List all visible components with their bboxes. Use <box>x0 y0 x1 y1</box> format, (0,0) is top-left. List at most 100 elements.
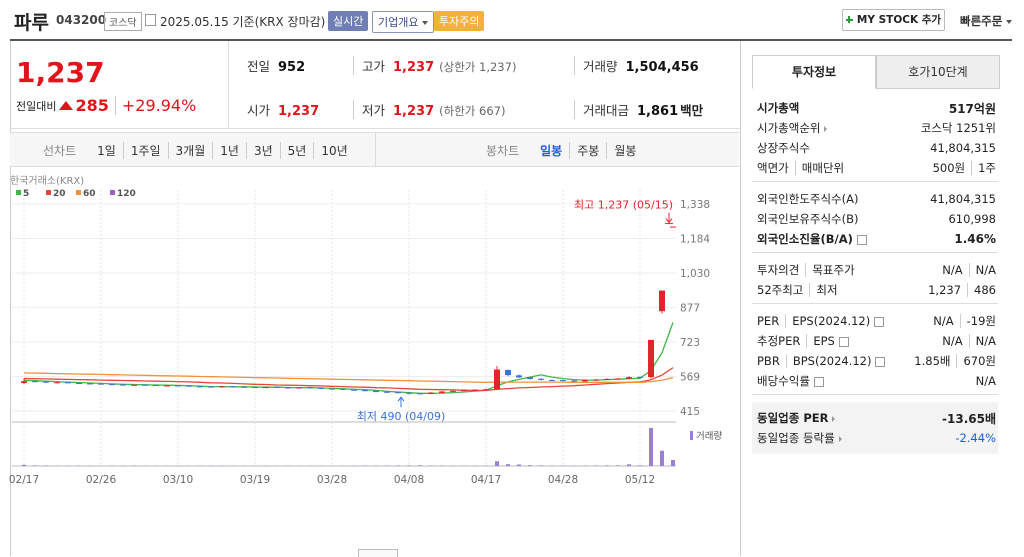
info-label: 외국인소진율(B/A) <box>757 232 853 246</box>
y-tick-label: 569 <box>680 371 700 383</box>
candle-body <box>219 386 225 387</box>
info-label: 목표주가 <box>805 263 854 277</box>
summary-value: 1,237 <box>278 104 319 119</box>
candle-body <box>582 380 588 381</box>
volume-bar <box>627 464 631 466</box>
info-row: 외국인보유주식수(B)610,998 <box>757 209 996 229</box>
candle-body <box>439 392 445 393</box>
info-label: 외국인보유주식수(B) <box>757 212 859 226</box>
volume-bar <box>616 465 620 466</box>
info-label: 액면가 <box>757 161 789 175</box>
info-label-group: 외국인한도주식수(A) <box>757 191 858 207</box>
y-tick-label: 1,030 <box>680 268 710 280</box>
summary-value: 1,237 <box>393 60 434 75</box>
x-tick-label: 04/08 <box>394 474 424 486</box>
y-tick-label: 723 <box>680 337 700 349</box>
candle-body <box>120 385 126 386</box>
info-label: 투자의견 <box>757 263 799 277</box>
candle-body <box>351 390 357 391</box>
volume-legend-swatch <box>690 431 693 440</box>
help-icon[interactable] <box>814 377 824 387</box>
info-value-group: 1.46% <box>954 232 996 246</box>
volume-bar <box>22 465 26 466</box>
info-value-group: 코스닥 1251위 <box>921 120 996 136</box>
candle-body <box>604 379 610 380</box>
info-value: -13.65배 <box>942 412 996 426</box>
volume-bar <box>418 465 422 466</box>
summary-unit: 백만 <box>680 100 703 119</box>
candle-body <box>373 391 379 392</box>
help-icon[interactable] <box>875 357 885 367</box>
candle-body <box>65 382 71 383</box>
candle-body <box>483 389 489 390</box>
info-row: 외국인소진율(B/A) 1.46% <box>757 229 996 249</box>
info-value-group: 41,804,315 <box>930 141 996 155</box>
info-label: 외국인한도주식수(A) <box>757 192 858 206</box>
y-tick-label: 415 <box>680 406 700 418</box>
candle-body <box>648 340 654 377</box>
candle-body <box>32 381 38 382</box>
legend-swatch <box>46 190 51 195</box>
volume-bar <box>517 464 521 466</box>
candle-body <box>296 387 302 388</box>
quick-order[interactable]: 빠른주문 <box>960 13 1012 29</box>
info-label: 52주최고 <box>757 283 803 297</box>
help-icon[interactable] <box>874 317 884 327</box>
low-annotation: 최저 490 (04/09) <box>357 410 446 423</box>
info-label-group: 동일업종 PER <box>757 410 835 426</box>
volume-bar <box>528 465 532 466</box>
candle-body <box>659 291 665 312</box>
info-value: 517억원 <box>949 102 996 116</box>
info-tab[interactable]: 투자정보 <box>752 55 876 89</box>
legend-swatch <box>76 190 81 195</box>
candle-body <box>637 377 643 378</box>
legend-label: 5 <box>23 189 29 199</box>
volume-bar <box>33 465 37 466</box>
info-value: N/A <box>976 374 996 388</box>
volume-bar <box>539 465 543 466</box>
chart: 한국거래소(KRX)4155697238771,0301,1841,33802/… <box>0 0 740 556</box>
summary-value: 1,861 <box>637 104 678 119</box>
info-value: N/A <box>942 263 962 277</box>
candle-body <box>197 386 203 387</box>
info-divider <box>752 252 998 253</box>
info-divider <box>752 181 998 182</box>
candle-body <box>428 393 434 394</box>
info-value: 500원 <box>933 161 966 175</box>
x-tick-label: 05/12 <box>625 474 655 486</box>
candle-body <box>87 383 93 384</box>
candle-body <box>186 386 192 387</box>
volume-bar <box>407 465 411 466</box>
volume-bar <box>671 460 675 466</box>
y-tick-label: 1,184 <box>680 233 710 245</box>
my-stock-button[interactable]: MY STOCK 추가 <box>842 9 945 31</box>
info-value: 1.85배 <box>914 354 950 368</box>
info-label: EPS(2024.12) <box>785 314 870 328</box>
candle-body <box>274 387 280 388</box>
candle-body <box>417 393 423 394</box>
info-label-group: 투자의견 목표주가 <box>757 262 855 278</box>
summary-label: 고가 <box>362 56 385 75</box>
candle-body <box>307 387 313 388</box>
info-value: 486 <box>967 283 996 297</box>
info-tab[interactable]: 호가10단계 <box>876 55 1000 89</box>
summary-note: (하한가 667) <box>439 103 505 119</box>
info-value-group: -2.44% <box>955 431 996 445</box>
summary-label: 거래대금 <box>583 100 629 119</box>
help-icon[interactable] <box>839 337 849 347</box>
help-icon[interactable] <box>857 235 867 245</box>
candle-body <box>318 388 324 389</box>
volume-bar <box>396 465 400 466</box>
info-label-group: 상장주식수 <box>757 140 810 156</box>
info-divider <box>752 394 998 395</box>
candle-body <box>362 390 368 391</box>
